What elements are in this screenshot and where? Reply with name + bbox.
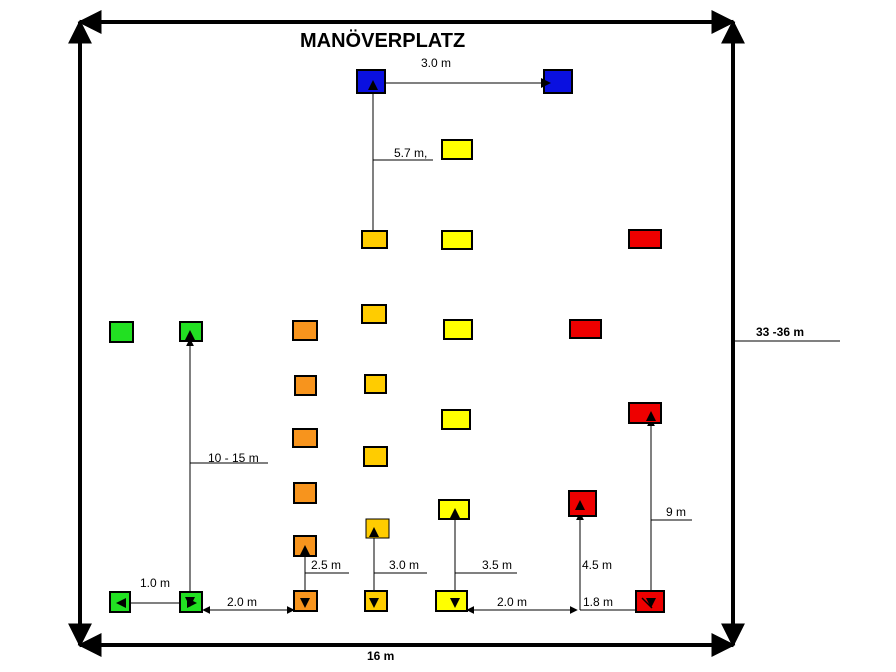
cone-red <box>569 319 602 339</box>
arrow-head-icon <box>369 598 379 608</box>
arrow-head-icon <box>116 598 126 608</box>
green-orange-label: 2.0 m <box>227 595 257 609</box>
cone-orange <box>294 375 317 396</box>
cone-gold <box>361 230 388 249</box>
yellow-step-label: 3.5 m <box>482 558 512 572</box>
green-long-label: 10 - 15 m <box>208 451 259 465</box>
red-long-label: 9 m <box>666 505 686 519</box>
arrow-head-icon <box>450 598 460 608</box>
orange-step-label: 2.5 m <box>311 558 341 572</box>
arrow-head-icon <box>369 527 379 537</box>
cone-yellow <box>443 319 473 340</box>
arrow-head-icon <box>368 80 378 90</box>
cone-green <box>109 321 134 343</box>
cone-green <box>179 321 203 342</box>
gold-step-label: 3.0 m <box>389 558 419 572</box>
cone-markers <box>109 69 665 613</box>
length-label: 33 -36 m <box>756 325 804 339</box>
arrow-head-icon <box>185 597 195 607</box>
cone-gold <box>363 446 388 467</box>
cone-orange <box>292 428 318 448</box>
cone-orange <box>292 320 318 341</box>
blue-gap-label: 3.0 m <box>421 56 451 70</box>
arrow-head-icon <box>646 411 656 421</box>
cone-yellow <box>441 409 471 430</box>
cone-yellow <box>441 230 473 250</box>
arrow-head-icon <box>541 78 551 88</box>
arrow-head-icon <box>450 508 460 518</box>
green-gap-label: 1.0 m <box>140 576 170 590</box>
cone-blue <box>543 69 573 94</box>
cone-gold <box>361 304 387 324</box>
cone-yellow <box>438 499 470 520</box>
red-gap-label: 1.8 m <box>583 595 613 609</box>
arrow-head-icon <box>575 500 585 510</box>
yellow-red-label: 2.0 m <box>497 595 527 609</box>
cone-arrowheads <box>116 78 656 609</box>
arrow-head-icon <box>185 330 195 340</box>
red-gap-diagonal <box>641 597 653 609</box>
cone-orange <box>293 482 317 504</box>
cone-yellow <box>441 139 473 160</box>
arrow-head-icon <box>300 598 310 608</box>
red-step-label: 4.5 m <box>582 558 612 572</box>
cone-red <box>568 490 597 517</box>
page-title: MANÖVERPLATZ <box>300 29 465 52</box>
cone-red <box>628 229 662 249</box>
arrow-head-icon <box>646 598 656 608</box>
arrow-head-icon <box>300 545 310 555</box>
cone-gold <box>364 374 387 394</box>
up-gap-label: 5.7 m, <box>394 146 427 160</box>
cone-red <box>628 402 662 424</box>
width-label: 16 m <box>367 649 394 663</box>
cone-blue <box>356 69 386 94</box>
